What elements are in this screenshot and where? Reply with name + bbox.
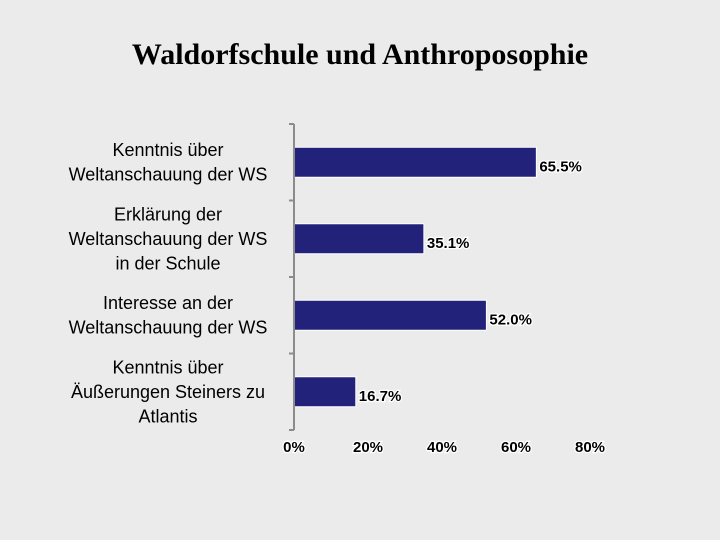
category-label-line: Kenntnis über	[112, 140, 223, 160]
labels-group: 65.5% Kenntnis über Weltanschauung der WS 3…	[69, 140, 607, 457]
bar-value-label: 65.5%	[539, 158, 582, 175]
x-tick-label: 60%	[501, 439, 531, 456]
category-label-line: in der Schule	[115, 253, 220, 273]
category-label: Erklärung der Weltanschauung der WS in der…	[69, 204, 268, 273]
category-label-line: Weltanschauung der WS	[69, 165, 268, 185]
bar	[293, 376, 357, 408]
x-tick-label: 20%	[353, 439, 383, 456]
category-label-line: Äußerungen Steiners zu	[71, 382, 265, 402]
category-label: Interesse an der Weltanschauung der WS	[69, 293, 268, 338]
category-label-line: Erklärung der	[114, 204, 222, 224]
x-tick-label: 40%	[427, 439, 457, 456]
x-tick-label: 0%	[283, 439, 305, 456]
bar	[293, 299, 487, 331]
bar	[293, 146, 537, 178]
x-tick-label: 80%	[575, 439, 605, 456]
category-label-line: Interesse an der	[103, 293, 233, 313]
category-label-line: Kenntnis über	[112, 357, 223, 377]
bar-value-label: 16.7%	[359, 388, 402, 405]
bar-value-label: 52.0%	[489, 311, 532, 328]
axis-group	[289, 123, 295, 431]
category-label-line: Atlantis	[138, 406, 197, 426]
bar-value-label: 35.1%	[427, 235, 470, 252]
category-label-line: Weltanschauung der WS	[69, 229, 268, 249]
bars-group	[293, 146, 537, 408]
category-label-line: Weltanschauung der WS	[69, 318, 268, 338]
bar	[293, 223, 425, 255]
category-label: Kenntnis über Äußerungen Steiners zu Atlan…	[71, 357, 265, 426]
category-label: Kenntnis über Weltanschauung der WS	[69, 140, 268, 185]
chart-title: Waldorfschule und Anthroposophie	[131, 38, 589, 71]
